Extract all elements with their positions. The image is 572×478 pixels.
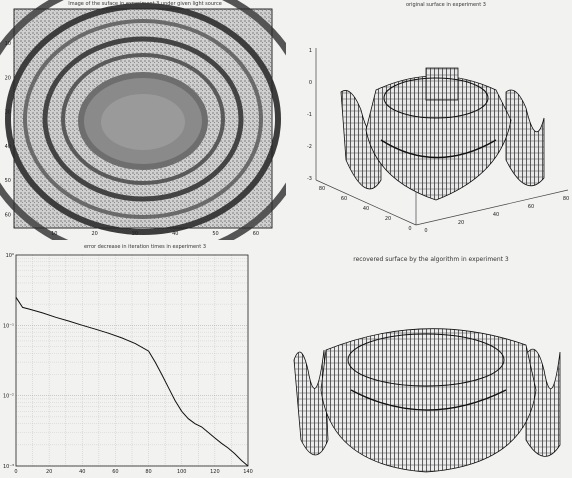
original-z-tick: -2 [307,144,312,150]
chart-title: error decrease in iteration times in exp… [83,244,207,250]
image-x-tick: 20 [91,231,97,237]
error-series-line [15,297,249,467]
image-y-ticks: 10 20 30 40 50 60 [5,41,11,218]
recovered-surface-panel: recovered surface by the algorithm in ex… [286,240,572,478]
original-y-tick: 60 [528,204,534,210]
chart-x-tick: 120 [210,469,220,475]
chart-x-tick: 40 [79,469,85,475]
image-y-tick: 10 [5,41,11,47]
image-x-tick: 60 [253,231,259,237]
image-x-tick: 40 [172,231,178,237]
recovered-surface-plot [293,328,561,473]
chart-x-tick: 60 [112,469,118,475]
chart-y-tick: 10⁻² [3,394,14,400]
original-y-tick: 0 [424,228,427,234]
image-y-tick: 20 [5,75,11,81]
chart-y-tick: 10⁻³ [3,464,14,470]
original-x-tick: 40 [363,206,369,212]
original-x-tick: 80 [319,186,325,192]
chart-y-tick: 10⁰ [6,253,14,259]
recovered-surface-mesh [293,328,561,473]
chart-grid [15,255,249,467]
chart-x-tick: 20 [46,469,52,475]
original-surface-title: original surface in experiment 3 [406,2,486,8]
chart-x-ticks: 0 20 40 60 80 100 120 140 [14,469,252,475]
original-y-ticks: 0 20 40 60 80 [424,196,569,234]
original-surface-mesh [340,67,545,201]
chart-x-tick: 0 [14,469,17,475]
original-x-tick: 0 [408,226,411,232]
chart-y-tick: 10⁻¹ [3,323,14,329]
surface-image-plot: 10 20 30 40 50 60 10 20 30 40 50 60 [0,0,286,240]
error-chart-panel: error decrease in iteration times in exp… [0,240,286,478]
recovered-surface-title: recovered surface by the algorithm in ex… [353,256,509,263]
original-surface-plot: 1 0 -1 -2 -3 80 60 40 20 0 0 20 40 60 80 [307,48,569,234]
original-z-tick: -1 [307,112,312,118]
original-z-tick: 0 [309,80,312,86]
original-z-ticks: 1 0 -1 -2 -3 [307,48,312,182]
image-x-ticks: 10 20 30 40 50 60 [51,231,259,237]
original-z-tick: -3 [307,176,312,182]
image-y-tick: 50 [5,178,11,184]
chart-y-ticks: 10⁰ 10⁻¹ 10⁻² 10⁻³ [3,253,14,470]
original-y-tick: 40 [493,212,499,218]
original-y-tick: 20 [458,220,464,226]
chart-x-tick: 80 [145,469,151,475]
surface-image-panel: Image of the suface in experiment 3 unde… [0,0,286,240]
chart-x-tick: 100 [177,469,187,475]
original-z-tick: 1 [309,48,312,54]
image-y-tick: 30 [5,110,11,116]
concentric-rings [0,0,286,240]
image-x-tick: 10 [51,231,57,237]
error-chart: 0 20 40 60 80 100 120 140 10⁰ 10⁻¹ 10⁻² 10⁻³ [3,253,253,475]
image-x-tick: 30 [132,231,138,237]
image-y-tick: 40 [5,144,11,150]
image-y-tick: 60 [5,212,11,218]
chart-frame [15,254,249,467]
original-y-tick: 80 [563,196,569,202]
chart-x-tick: 140 [243,469,253,475]
image-x-tick: 50 [212,231,218,237]
original-surface-panel: original surface in experiment 3 1 0 -1 -2 -… [286,0,572,240]
original-x-tick: 60 [341,196,347,202]
original-x-tick: 20 [385,216,391,222]
original-x-ticks: 80 60 40 20 0 [319,186,412,232]
